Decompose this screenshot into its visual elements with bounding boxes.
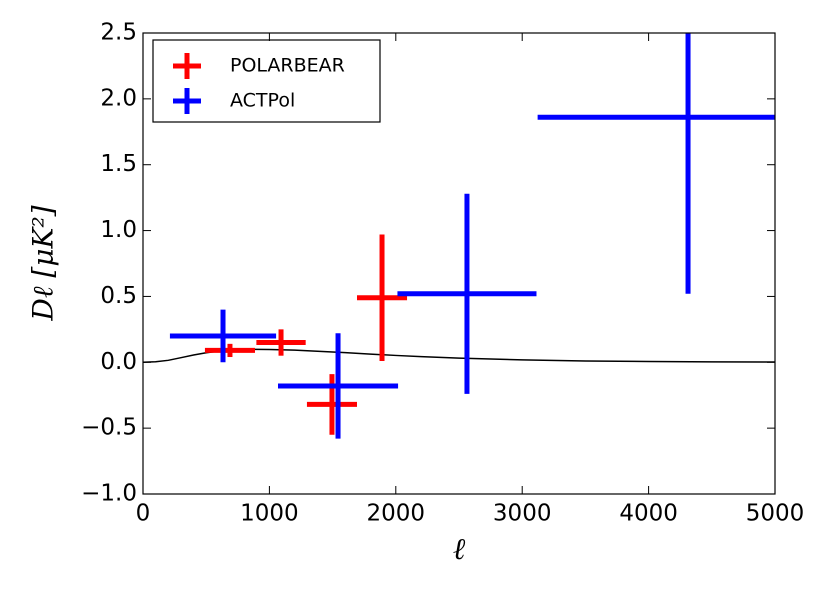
y-tick-label: 0.0	[100, 349, 137, 375]
y-tick-label: 2.0	[100, 85, 137, 111]
x-tick-label: 4000	[619, 501, 678, 527]
x-tick-label: 0	[136, 501, 151, 527]
axes-frame	[142, 32, 776, 495]
x-tick-label: 2000	[367, 501, 426, 527]
x-tick-label: 3000	[493, 501, 552, 527]
y-tick-label: −0.5	[81, 415, 137, 441]
y-tick-label: 1.5	[100, 151, 137, 177]
y-tick-label: −1.0	[81, 481, 137, 507]
x-tick-label: 1000	[240, 501, 299, 527]
theory-curve	[143, 348, 775, 364]
legend-label: ACTPol	[230, 90, 295, 112]
legend: POLARBEAR ACTPol	[152, 39, 381, 123]
y-tick-label: 0.5	[100, 283, 137, 309]
x-axis-label: ℓ	[453, 532, 466, 567]
legend-box	[152, 39, 381, 123]
y-tick-label: 2.5	[100, 20, 137, 46]
plot-area	[143, 33, 775, 439]
y-tick-label: 1.0	[100, 217, 137, 243]
x-tick-label: 5000	[746, 501, 805, 527]
legend-label: POLARBEAR	[230, 55, 345, 77]
y-axis-label: Dℓ [μK²]	[27, 205, 60, 321]
